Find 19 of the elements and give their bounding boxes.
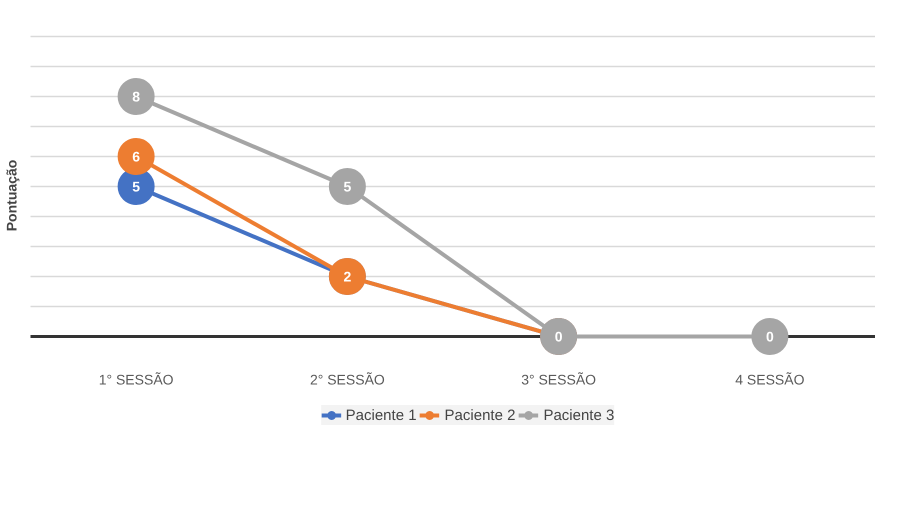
x-tick-label: 1° SESSÃO: [98, 372, 174, 388]
point: [118, 138, 155, 175]
data-label: 0: [766, 328, 774, 344]
point: [751, 318, 788, 355]
data-label: 8: [132, 88, 140, 104]
x-tick-label: 2° SESSÃO: [310, 372, 385, 388]
legend-label: Paciente 2: [444, 406, 516, 424]
x-tick-label: 3° SESSÃO: [521, 372, 596, 388]
data-label: 5: [132, 178, 140, 194]
data-label: 6: [132, 148, 140, 164]
data-label: 5: [343, 178, 352, 194]
y-axis-title: Pontuação: [4, 160, 20, 232]
x-tick-label: 4 SESSÃO: [735, 372, 805, 388]
point: [328, 168, 366, 205]
data-label: 0: [554, 328, 563, 344]
data-label: 2: [343, 268, 352, 284]
point: [118, 78, 155, 115]
legend-label: Paciente 1: [346, 406, 417, 424]
legend-label: Paciente 3: [543, 406, 614, 424]
